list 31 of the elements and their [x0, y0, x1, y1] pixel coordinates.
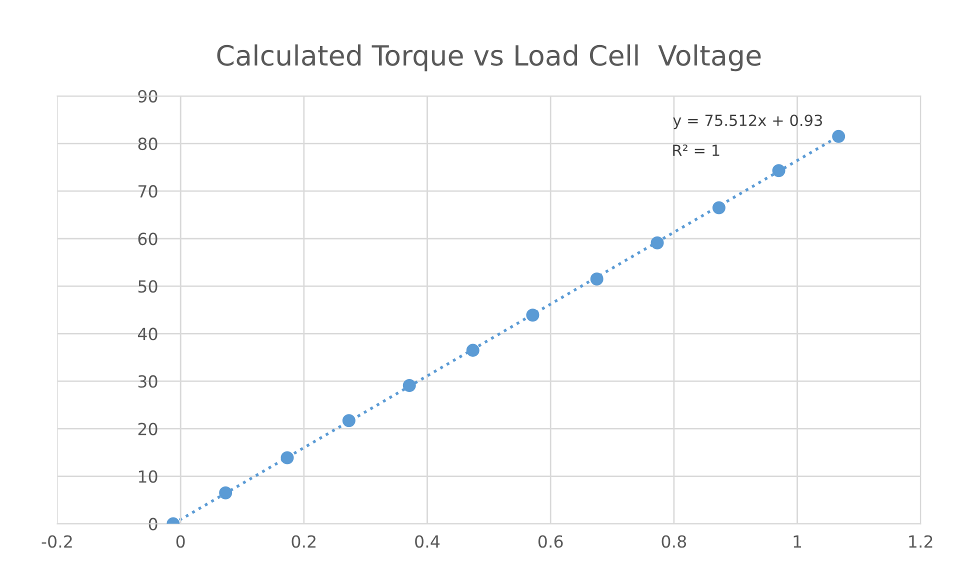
- x-tick-label: 0.2: [292, 535, 316, 548]
- y-tick-label: 60: [138, 232, 158, 246]
- x-tick-label: 0: [176, 535, 185, 548]
- y-tick-label: 80: [138, 138, 158, 150]
- annotation: y = 75.512x + 0.93: [673, 114, 822, 130]
- y-tick-label: 30: [138, 375, 158, 388]
- point: [712, 201, 726, 214]
- y-tick-label: 50: [138, 280, 158, 293]
- y-tick-label: 20: [138, 422, 158, 436]
- point: [832, 130, 846, 143]
- annotation: R² = 1: [673, 144, 720, 156]
- y-tick-label: 40: [138, 328, 158, 340]
- point: [402, 378, 416, 392]
- y-tick-label: 70: [138, 185, 158, 198]
- point: [219, 486, 232, 500]
- x-tick-label: 1: [794, 535, 802, 548]
- point: [590, 272, 604, 286]
- point: [650, 236, 664, 250]
- x-tick-label: 0.8: [662, 535, 686, 548]
- point: [342, 414, 356, 428]
- point: [280, 451, 294, 464]
- y-tick-label: 10: [138, 470, 158, 483]
- x-tick-label: 1.2: [909, 535, 932, 548]
- chart-title: Calculated Torque vs Load Cell Voltage: [217, 44, 761, 72]
- x-tick-label: -0.2: [42, 535, 72, 548]
- y-tick-label: 0: [148, 518, 158, 530]
- x-tick-label: 0.4: [415, 535, 440, 548]
- point: [466, 344, 480, 357]
- x-tick-label: 0.6: [538, 535, 563, 548]
- point: [772, 164, 786, 178]
- point: [526, 308, 540, 322]
